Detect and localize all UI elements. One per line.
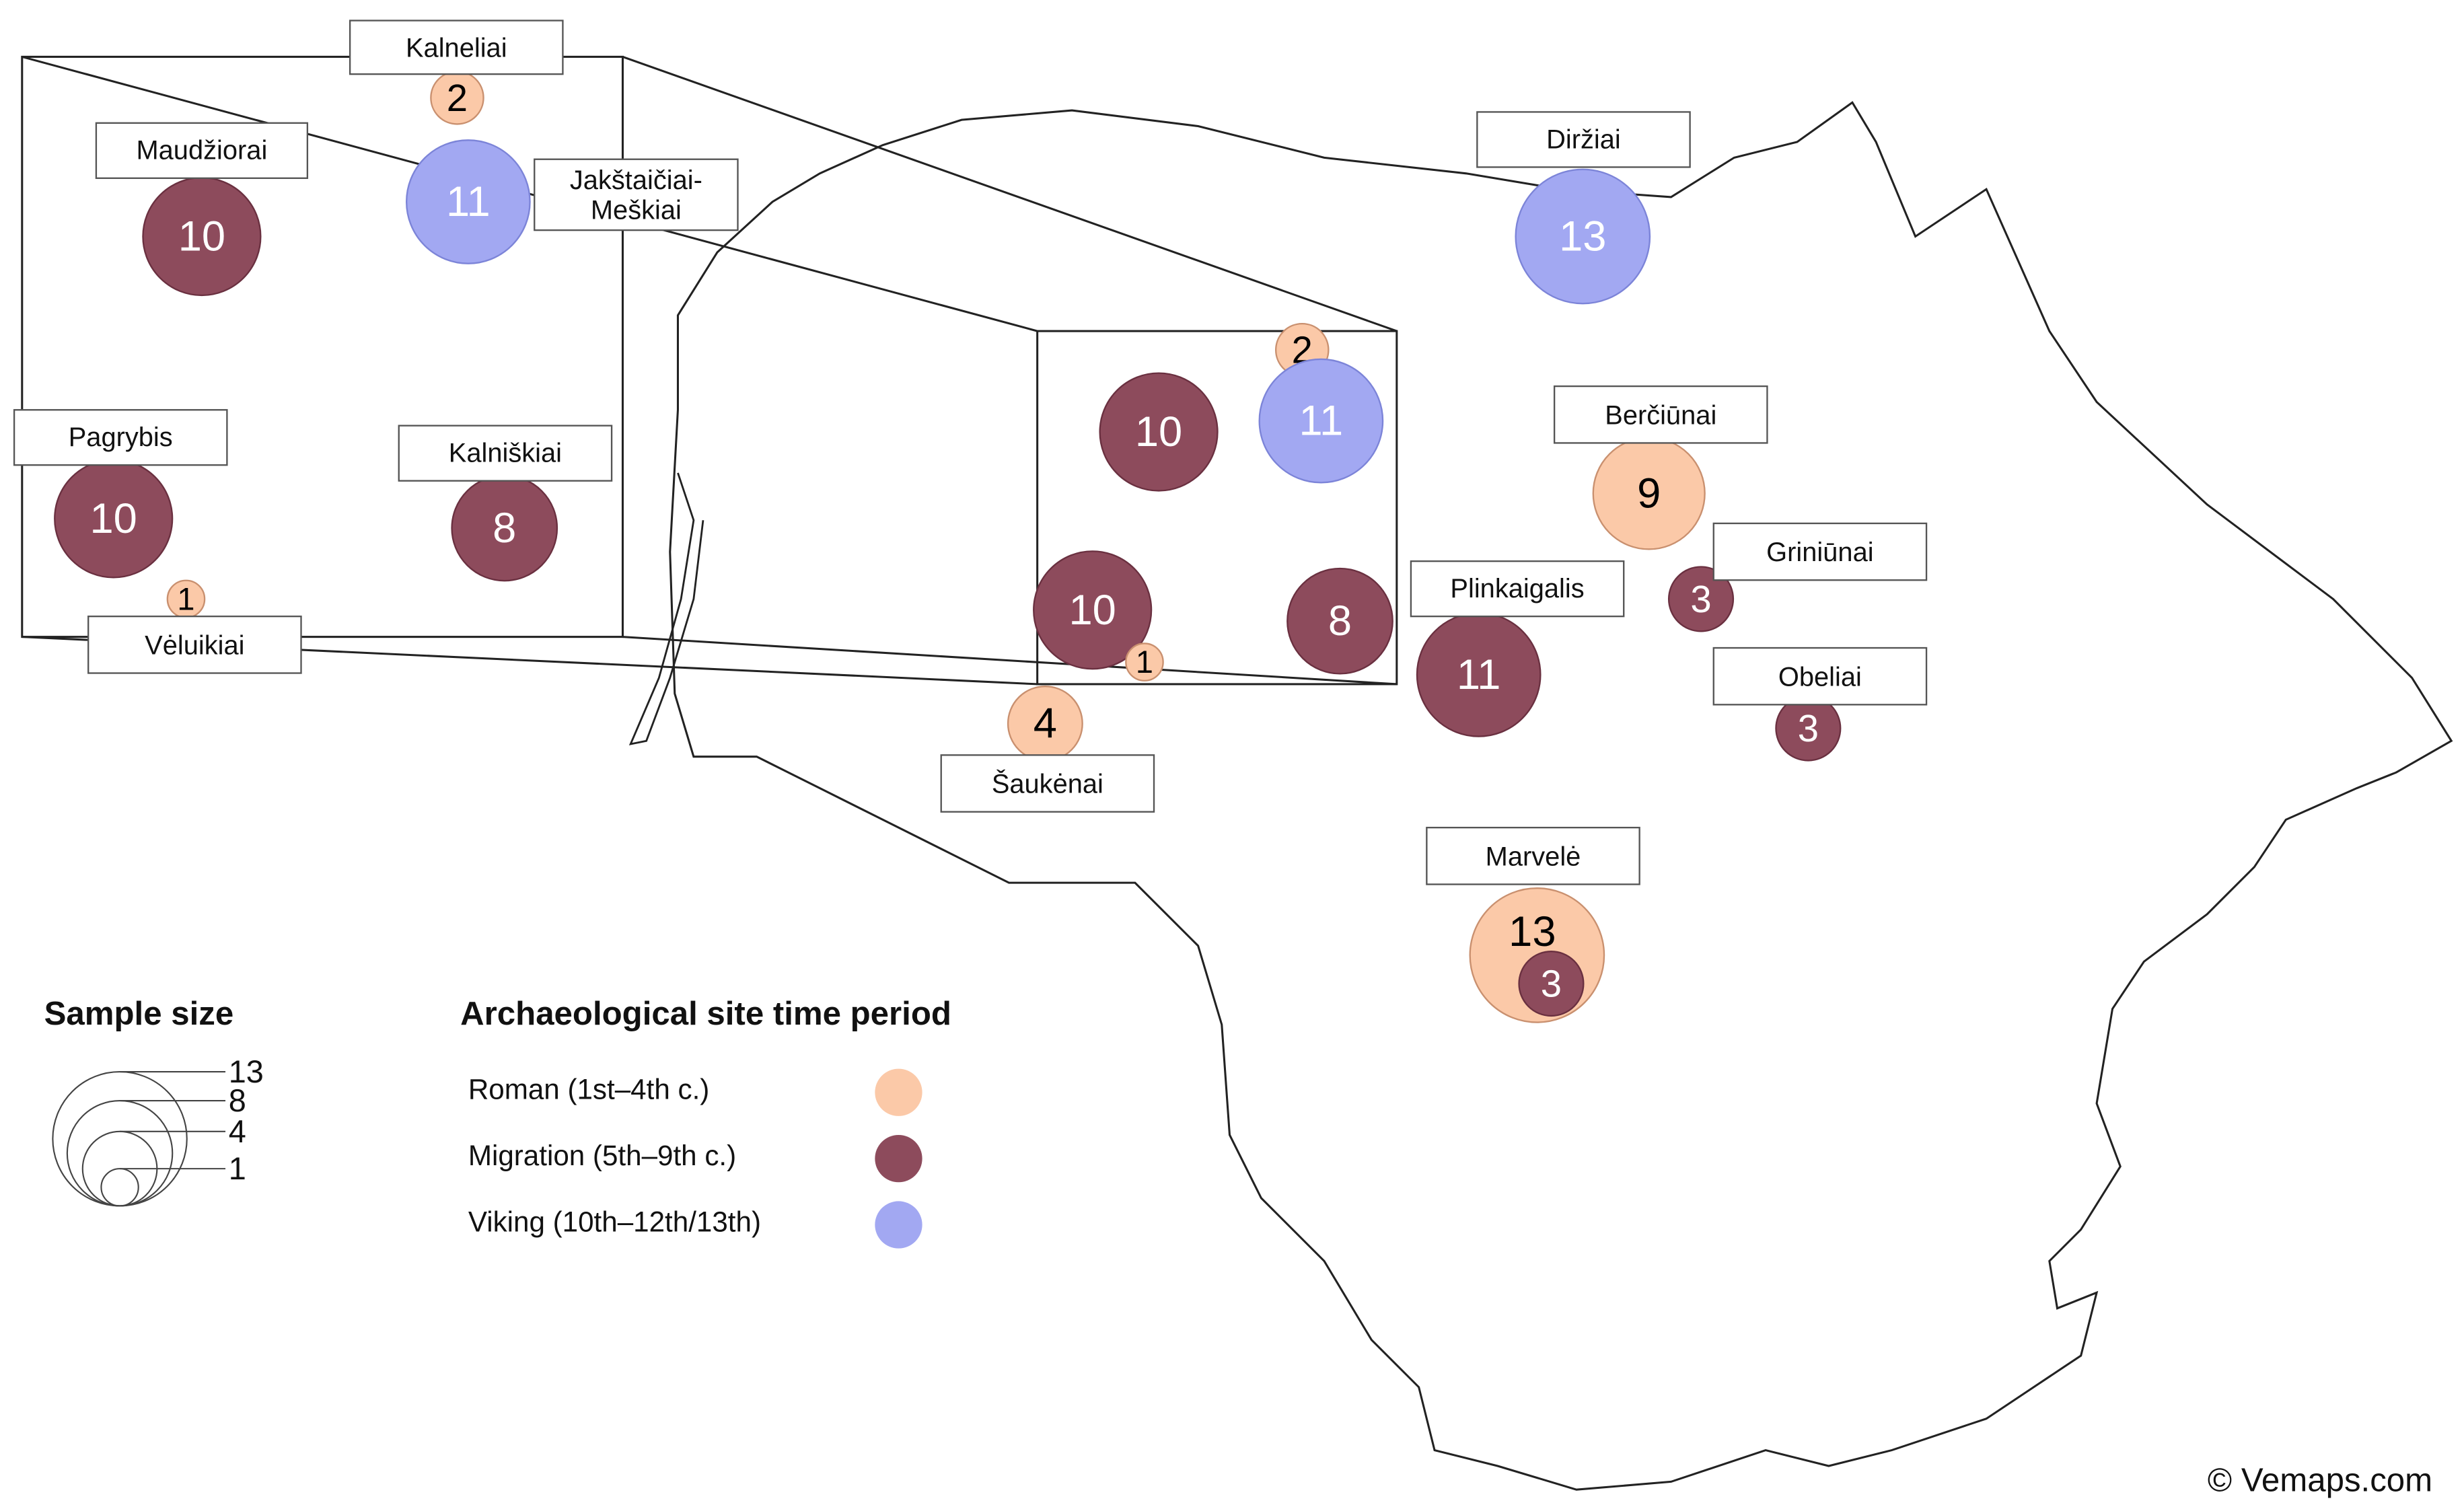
site-name: Jakštaičiai-Meškiai: [569, 164, 702, 225]
label-box: [1712, 647, 1928, 706]
size-label: 1: [229, 1151, 246, 1186]
label-box: [1553, 385, 1768, 444]
label: Obeliai: [1778, 661, 1862, 692]
label: Šaukėnai: [991, 768, 1103, 799]
site-name: Kalneliai: [405, 32, 507, 63]
label: Kalniškiai: [448, 438, 563, 468]
sample-size: 3: [1690, 578, 1711, 620]
label-box: [534, 158, 739, 231]
site-bubble: [1258, 358, 1384, 484]
label-box: [87, 615, 302, 674]
credit: © Vemaps.com: [2208, 1462, 2432, 1499]
site-bubble: [1033, 550, 1153, 670]
period-swatch: [875, 1068, 922, 1116]
period-label: Roman (1st–4th c.): [468, 1074, 709, 1105]
zoom-box: [1036, 330, 1398, 686]
sample-size: 11: [1457, 651, 1501, 698]
label-box: [940, 754, 1155, 813]
sample-size: 1: [177, 581, 194, 616]
sample-size: 3: [1541, 963, 1562, 1005]
label: Plinkaigalis: [1450, 573, 1585, 604]
site-name: Griniūnai: [1766, 536, 1874, 567]
site-bubble: [405, 139, 531, 264]
size-label: 13: [229, 1054, 264, 1089]
sample-size: 13: [1559, 213, 1606, 260]
sample-size: 10: [178, 213, 225, 260]
site-name: Kalniškiai: [448, 438, 563, 468]
size-label: 4: [229, 1114, 246, 1149]
sample-size: 9: [1637, 470, 1661, 517]
site-bubble: [1125, 642, 1164, 682]
period-label: Viking (10th–12th/13th): [468, 1206, 761, 1237]
curonian-spit: [628, 472, 704, 745]
period-label: Migration (5th–9th c.): [468, 1140, 736, 1171]
label-box: [1426, 826, 1640, 885]
site-name: Obeliai: [1778, 661, 1862, 692]
period-swatch: [875, 1134, 922, 1183]
site-name: Marvelė: [1485, 841, 1581, 871]
label-box: [1476, 111, 1691, 168]
label: Maudžiorai: [136, 135, 268, 166]
sample-size: 3: [1798, 707, 1819, 749]
sample-size: 4: [1034, 700, 1057, 747]
site-bubble: [1099, 372, 1219, 492]
period-swatch: [875, 1201, 922, 1249]
site-bubble: [1287, 567, 1393, 675]
sample-size: 8: [493, 505, 516, 552]
sample-size: 10: [90, 495, 137, 542]
site-name: Maudžiorai: [136, 135, 268, 166]
inset-box: [21, 55, 624, 638]
sample-size: 8: [1328, 597, 1352, 645]
label: Marvelė: [1485, 841, 1581, 871]
site-bubble: [1667, 566, 1735, 632]
site-bubble: [1515, 168, 1651, 305]
site-bubble: [1518, 951, 1585, 1017]
zoom-line: [622, 55, 1398, 332]
legend-title: Archaeological site time period: [460, 995, 951, 1032]
label: Pagrybis: [68, 422, 173, 453]
sample-size: 13: [1509, 908, 1556, 955]
label-box: [349, 20, 564, 75]
site-name: Vėluikiai: [145, 630, 245, 660]
sample-size: 11: [446, 178, 491, 225]
site-name: Berčiūnai: [1605, 400, 1717, 430]
sample-size: 2: [447, 77, 468, 119]
site-name: Plinkaigalis: [1450, 573, 1585, 604]
label: Griniūnai: [1766, 536, 1874, 567]
label: Vėluikiai: [145, 630, 245, 660]
country-outline: [669, 101, 2453, 1491]
label-box: [13, 409, 228, 466]
label: Kalneliai: [405, 32, 507, 63]
label-box: [1410, 560, 1625, 618]
site-name: Diržiai: [1546, 124, 1621, 155]
label-box: [398, 425, 613, 482]
label: Berčiūnai: [1605, 400, 1717, 430]
label: Diržiai: [1546, 124, 1621, 155]
label: Jakštaičiai-Meškiai: [569, 164, 702, 225]
legend-title: Sample size: [44, 995, 234, 1032]
label-box: [95, 122, 309, 180]
size-label: 8: [229, 1083, 246, 1118]
label-box: [1712, 522, 1928, 581]
zoom-line: [622, 636, 1397, 686]
site-name: Šaukėnai: [991, 768, 1103, 799]
sample-size: 10: [1068, 587, 1116, 634]
sample-size: 10: [1135, 408, 1182, 455]
sample-size: 11: [1299, 398, 1344, 445]
site-name: Pagrybis: [68, 422, 173, 453]
sample-size: 1: [1136, 645, 1153, 679]
